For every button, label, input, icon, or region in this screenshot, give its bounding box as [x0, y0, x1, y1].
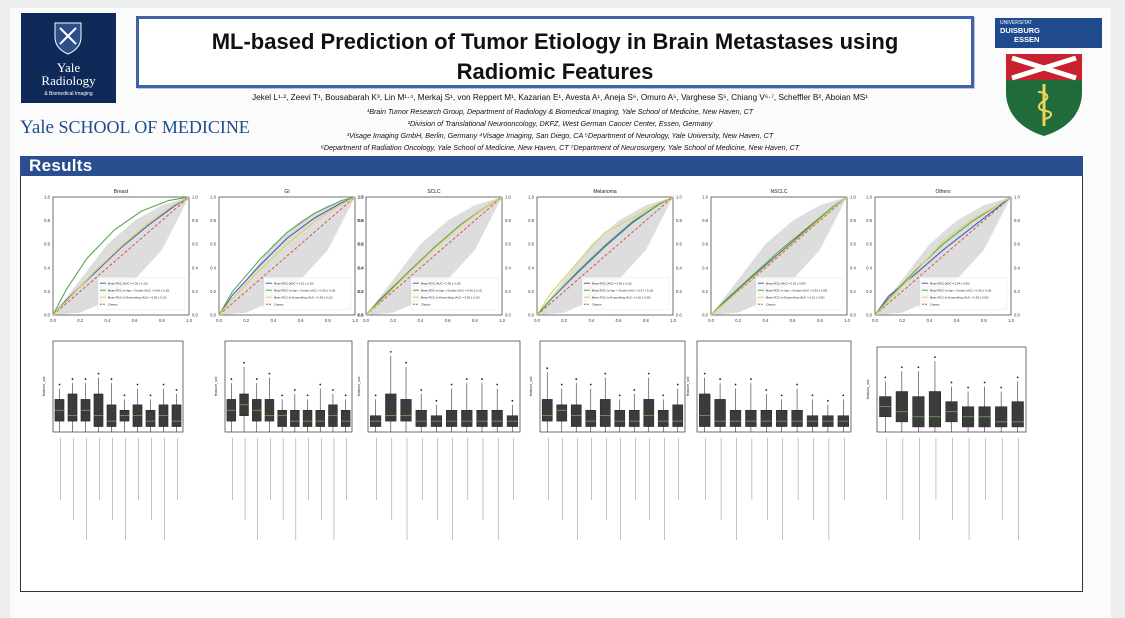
shield-icon	[54, 22, 82, 55]
title-box: ML-based Prediction of Tumor Etiology in…	[136, 16, 974, 88]
title-line-1: ML-based Prediction of Tumor Etiology in…	[211, 29, 899, 54]
affiliation-1: ¹Brain Tumor Research Group, Department …	[366, 107, 754, 116]
yale-radiology-logo: Yale Radiology & Biomedical Imaging	[21, 13, 116, 103]
yale-som-logo: Yale SCHOOL OF MEDICINE	[20, 117, 250, 139]
yale-som-yale: Yale	[20, 117, 54, 138]
affiliation-2: ²Division of Translational Neurooncology…	[407, 119, 713, 128]
results-header: Results	[20, 156, 1083, 176]
title-line-2: Radiomic Features	[456, 59, 654, 84]
logo-line-radiology: Radiology	[41, 73, 96, 88]
ude-line-2: DUISBURG	[1000, 26, 1041, 35]
poster-title: ML-based Prediction of Tumor Etiology in…	[139, 27, 971, 87]
affiliation-4: ⁶Department of Radiation Oncology, Yale …	[320, 143, 800, 152]
results-panel	[20, 176, 1083, 592]
ude-logo: UNIVERSITAT DUISBURG ESSEN	[995, 18, 1102, 48]
medicine-crest-icon	[1006, 54, 1082, 136]
ude-line-1: UNIVERSITAT	[1000, 20, 1033, 26]
ude-line-3: ESSEN	[1014, 35, 1040, 44]
logo-line-bmi: & Biomedical Imaging	[44, 91, 93, 97]
logo-line-yale: Yale	[56, 60, 81, 75]
authors: Jekel L¹·², Zeevi T¹, Bousabarah K³, Lin…	[252, 93, 868, 102]
affiliation-3: ³Visage Imaging GmbH, Berlin, Germany ⁴V…	[346, 131, 774, 140]
yale-som-text: SCHOOL OF MEDICINE	[58, 117, 250, 137]
